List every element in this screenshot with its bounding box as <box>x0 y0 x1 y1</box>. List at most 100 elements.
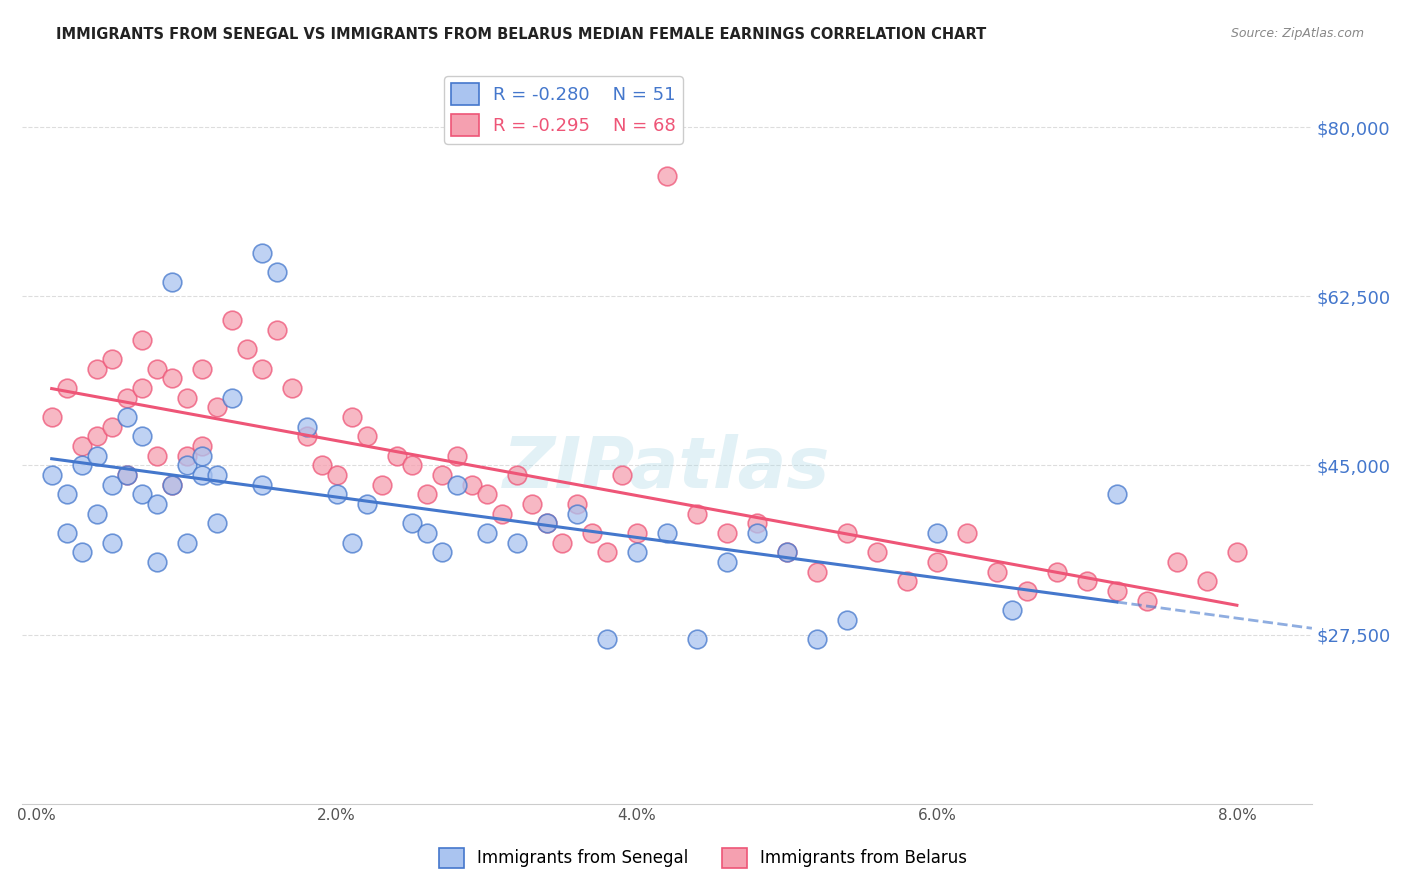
Point <box>340 535 363 549</box>
Point <box>655 169 678 183</box>
Point <box>956 526 979 541</box>
Point <box>356 497 378 511</box>
Point <box>221 313 243 327</box>
Point <box>86 429 108 443</box>
Point <box>536 516 558 531</box>
Point <box>250 361 273 376</box>
Point <box>1015 584 1038 599</box>
Point <box>266 323 288 337</box>
Point <box>70 439 93 453</box>
Point <box>190 439 212 453</box>
Point <box>160 477 183 491</box>
Point <box>716 555 738 569</box>
Point <box>565 497 588 511</box>
Point <box>686 632 709 647</box>
Legend: Immigrants from Senegal, Immigrants from Belarus: Immigrants from Senegal, Immigrants from… <box>432 841 974 875</box>
Point <box>266 265 288 279</box>
Point <box>41 468 63 483</box>
Point <box>1195 574 1218 589</box>
Point <box>160 371 183 385</box>
Point <box>176 458 198 473</box>
Point <box>446 477 468 491</box>
Point <box>536 516 558 531</box>
Point <box>1226 545 1249 559</box>
Point <box>131 381 153 395</box>
Point <box>55 487 77 501</box>
Point <box>100 352 122 367</box>
Point <box>145 555 167 569</box>
Point <box>235 343 257 357</box>
Point <box>221 391 243 405</box>
Point <box>401 458 423 473</box>
Point <box>55 381 77 395</box>
Point <box>205 516 228 531</box>
Point <box>626 545 648 559</box>
Point <box>86 361 108 376</box>
Point <box>835 526 858 541</box>
Text: Source: ZipAtlas.com: Source: ZipAtlas.com <box>1230 27 1364 40</box>
Point <box>70 458 93 473</box>
Point <box>475 487 498 501</box>
Point <box>475 526 498 541</box>
Text: ZIPatlas: ZIPatlas <box>503 434 831 503</box>
Point <box>145 449 167 463</box>
Point <box>86 507 108 521</box>
Point <box>401 516 423 531</box>
Point <box>506 535 529 549</box>
Point <box>280 381 302 395</box>
Point <box>205 468 228 483</box>
Point <box>160 477 183 491</box>
Text: IMMIGRANTS FROM SENEGAL VS IMMIGRANTS FROM BELARUS MEDIAN FEMALE EARNINGS CORREL: IMMIGRANTS FROM SENEGAL VS IMMIGRANTS FR… <box>56 27 987 42</box>
Point <box>385 449 408 463</box>
Point <box>160 275 183 289</box>
Point <box>340 410 363 425</box>
Point <box>610 468 633 483</box>
Point <box>655 526 678 541</box>
Point <box>596 545 619 559</box>
Point <box>100 419 122 434</box>
Point <box>776 545 799 559</box>
Point <box>176 391 198 405</box>
Point <box>806 565 828 579</box>
Point <box>416 487 439 501</box>
Point <box>86 449 108 463</box>
Point <box>745 516 768 531</box>
Point <box>115 468 138 483</box>
Point <box>115 468 138 483</box>
Legend: R = -0.280    N = 51, R = -0.295    N = 68: R = -0.280 N = 51, R = -0.295 N = 68 <box>444 76 683 144</box>
Point <box>506 468 529 483</box>
Point <box>896 574 918 589</box>
Point <box>145 361 167 376</box>
Point <box>326 487 349 501</box>
Point <box>716 526 738 541</box>
Point <box>295 429 318 443</box>
Point <box>806 632 828 647</box>
Point <box>250 477 273 491</box>
Point <box>131 429 153 443</box>
Point <box>311 458 333 473</box>
Point <box>70 545 93 559</box>
Point <box>1136 593 1159 607</box>
Point <box>326 468 349 483</box>
Point <box>1166 555 1188 569</box>
Point <box>626 526 648 541</box>
Point <box>520 497 543 511</box>
Point <box>1105 584 1128 599</box>
Point <box>551 535 574 549</box>
Point <box>1076 574 1098 589</box>
Point <box>115 410 138 425</box>
Point <box>776 545 799 559</box>
Point <box>1105 487 1128 501</box>
Point <box>596 632 619 647</box>
Point <box>356 429 378 443</box>
Point <box>55 526 77 541</box>
Point <box>190 468 212 483</box>
Point <box>250 245 273 260</box>
Point <box>115 391 138 405</box>
Point <box>145 497 167 511</box>
Point <box>446 449 468 463</box>
Point <box>565 507 588 521</box>
Point <box>176 535 198 549</box>
Point <box>430 468 453 483</box>
Point <box>190 449 212 463</box>
